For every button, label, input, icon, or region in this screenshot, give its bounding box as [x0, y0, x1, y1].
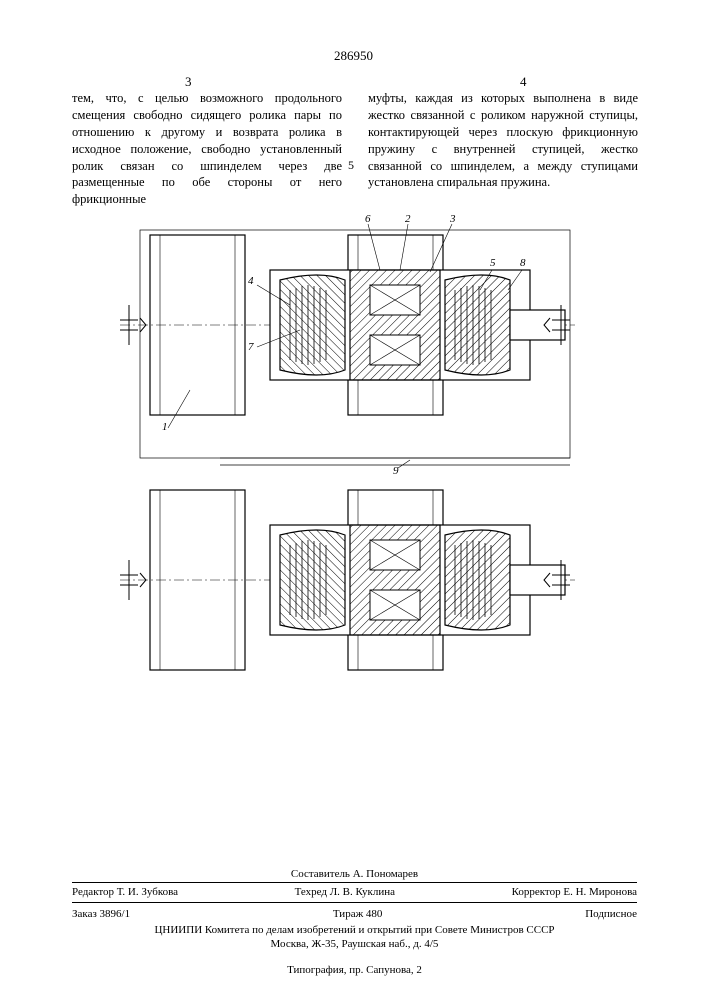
footer-signed: Подписное: [585, 908, 637, 920]
ref-7: 7: [248, 341, 254, 353]
footer-techred: Техред Л. В. Куклина: [295, 886, 395, 898]
column-number-left: 3: [185, 74, 192, 90]
page: 286950 3 4 тем, что, с целью возможного …: [0, 0, 707, 1000]
footer-compiler: Составитель А. Пономарев: [72, 868, 637, 880]
ref-8: 8: [520, 257, 526, 269]
footer-order: Заказ 3896/1: [72, 908, 130, 920]
right-column-text: муфты, каждая из которых выполнена в вид…: [368, 90, 638, 191]
line-marker: 5: [348, 158, 354, 173]
footer-org-line1: ЦНИИПИ Комитета по делам изобретений и о…: [154, 924, 554, 936]
footer-org-line2: Москва, Ж-35, Раушская наб., д. 4/5: [271, 938, 439, 950]
footer-org: ЦНИИПИ Комитета по делам изобретений и о…: [72, 924, 637, 952]
footer-editor: Редактор Т. И. Зубкова: [72, 886, 178, 898]
left-column-text: тем, что, с целью возможного продольного…: [72, 90, 342, 208]
ref-9: 9: [393, 465, 399, 477]
footer-order-row: Заказ 3896/1 Тираж 480 Подписное: [72, 908, 637, 920]
footer-roles: Редактор Т. И. Зубкова Техред Л. В. Кукл…: [72, 886, 637, 898]
bottom-assembly: [120, 490, 575, 670]
patent-number: 286950: [0, 48, 707, 64]
footer-corrector: Корректор Е. Н. Миронова: [512, 886, 637, 898]
top-assembly: [120, 235, 575, 415]
ref-6: 6: [365, 213, 371, 225]
column-number-right: 4: [520, 74, 527, 90]
ref-2: 2: [405, 213, 411, 225]
figure: 1 2 3 4 5 6 7 8 9: [90, 210, 620, 690]
divider: [72, 902, 637, 903]
ref-1: 1: [162, 421, 168, 433]
ref-5: 5: [490, 257, 496, 269]
footer-typography: Типография, пр. Сапунова, 2: [72, 964, 637, 976]
footer-circulation: Тираж 480: [333, 908, 383, 920]
divider: [72, 882, 637, 883]
ref-3: 3: [449, 213, 456, 225]
ref-4: 4: [248, 275, 254, 287]
